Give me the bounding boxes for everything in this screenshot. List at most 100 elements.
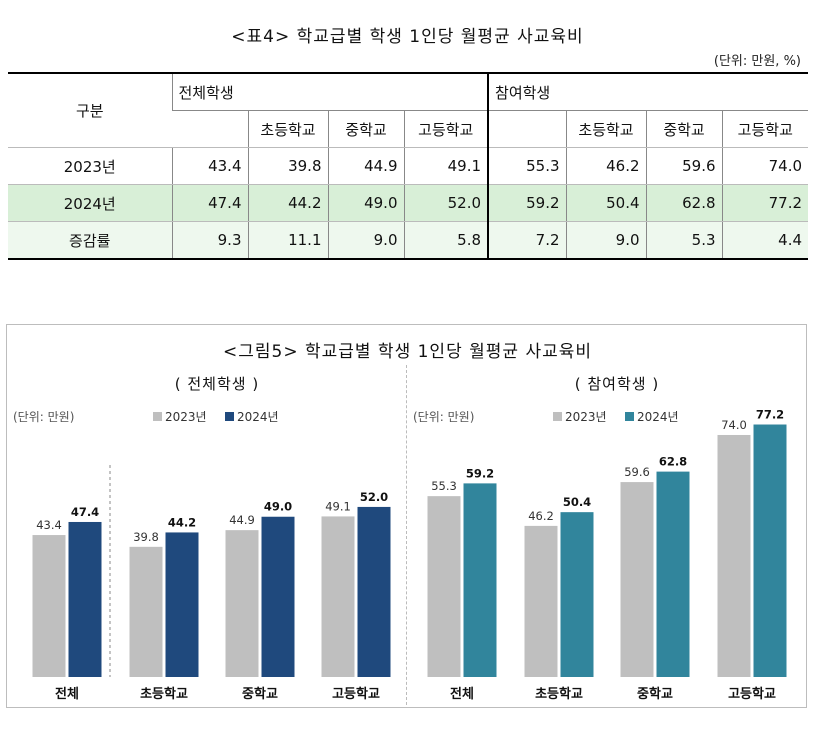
data-label: 39.8 (133, 530, 159, 544)
data-label: 77.2 (756, 408, 784, 422)
table-cell: 46.2 (565, 147, 647, 185)
table-cell: 49.1 (403, 147, 489, 185)
bar-2023년 (129, 546, 163, 677)
table-cell: 39.8 (247, 147, 328, 185)
subheader-middle: 중학교 (327, 110, 404, 148)
table-cell: 44.9 (327, 147, 404, 185)
row-label: 2023년 (8, 147, 172, 185)
data-label: 59.2 (466, 466, 494, 480)
bar-2023년 (321, 516, 355, 677)
bar-2024년 (753, 424, 787, 677)
legend-swatch (625, 412, 634, 421)
panel-divider (406, 365, 407, 705)
data-label: 52.0 (360, 490, 388, 504)
panel-title-participating: ( 참여학생 ) (574, 375, 660, 393)
table-row-2023: 2023년 43.4 39.8 44.9 49.1 55.3 46.2 59.6… (8, 147, 809, 185)
table-cell: 77.2 (721, 184, 809, 222)
row-label: 증감률 (8, 221, 172, 260)
data-label: 55.3 (431, 479, 457, 493)
chart-all-students: (단위: 만원) 2023년 2024년 43.4 47.4 전체 39.8 44.2 초등학교… (13, 410, 391, 702)
bar-2024년 (357, 506, 391, 677)
bar-2023년 (524, 525, 558, 677)
bar-2023년 (620, 482, 654, 677)
subheader-high: 고등학교 (403, 110, 489, 148)
table-title: <표4> 학교급별 학생 1인당 월평균 사교육비 (231, 27, 584, 47)
legend-swatch (153, 412, 162, 421)
data-label: 50.4 (563, 495, 591, 509)
subheader-elementary-part: 초등학교 (565, 110, 647, 148)
category-label: 전체 (55, 686, 79, 702)
legend-label: 2023년 (165, 410, 207, 424)
table-cell: 7.2 (487, 221, 567, 260)
bar-2024년 (165, 532, 199, 677)
data-label: 46.2 (528, 509, 554, 523)
table-cell: 47.4 (171, 184, 248, 222)
table-cell: 59.6 (645, 147, 723, 185)
bar-2024년 (560, 512, 594, 677)
bar-2023년 (717, 434, 751, 677)
unit-label: (단위: 만원) (13, 410, 74, 424)
table-header-row: 구분 전체학생 참여학생 (8, 72, 809, 148)
category-label: 고등학교 (332, 686, 380, 702)
category-label: 초등학교 (535, 686, 583, 702)
table-corner-header: 구분 (8, 72, 172, 148)
data-label: 44.9 (229, 513, 255, 527)
subheader-part-total (487, 110, 567, 148)
legend-label: 2024년 (237, 410, 279, 424)
table-cell: 44.2 (247, 184, 328, 222)
subheader-middle-part: 중학교 (645, 110, 723, 148)
table-cell: 11.1 (247, 221, 328, 260)
category-label: 중학교 (242, 686, 278, 702)
table-cell: 59.2 (487, 184, 567, 222)
legend-swatch (553, 412, 562, 421)
table-cell: 5.8 (403, 221, 489, 260)
category-label: 고등학교 (728, 686, 776, 702)
category-label: 중학교 (637, 686, 673, 702)
table-row-change-rate: 증감률 9.3 11.1 9.0 5.8 7.2 9.0 5.3 4.4 (8, 221, 809, 260)
bar-2023년 (32, 535, 66, 677)
legend-label: 2023년 (565, 410, 607, 424)
table-cell: 5.3 (645, 221, 723, 260)
bar-2023년 (427, 496, 461, 677)
table-cell: 50.4 (565, 184, 647, 222)
data-label: 59.6 (624, 465, 650, 479)
table-subheader-row: 초등학교 중학교 고등학교 초등학교 중학교 고등학교 (8, 110, 809, 148)
unit-label: (단위: 만원) (413, 410, 474, 424)
table-cell: 43.4 (171, 147, 248, 185)
data-label: 44.2 (168, 515, 196, 529)
data-label: 49.0 (264, 500, 292, 514)
bar-2024년 (463, 483, 497, 677)
figure-title: <그림5> 학교급별 학생 1인당 월평균 사교육비 (222, 342, 593, 362)
category-label: 전체 (450, 686, 474, 702)
data-label: 49.1 (325, 499, 351, 513)
statistics-table: 구분 전체학생 참여학생 초등학교 중학교 고등학교 초등학교 중학교 고등학교… (8, 72, 809, 260)
table-cell: 9.0 (327, 221, 404, 260)
panel-title-all: ( 전체학생 ) (174, 375, 260, 393)
data-label: 47.4 (71, 505, 99, 519)
row-label: 2024년 (8, 184, 172, 222)
table-cell: 9.0 (565, 221, 647, 260)
subheader-elementary: 초등학교 (247, 110, 328, 148)
figure-box: <그림5> 학교급별 학생 1인당 월평균 사교육비 ( 전체학생 ) ( 참여… (6, 324, 807, 708)
group-header-participating: 참여학생 (487, 72, 809, 111)
table-cell: 4.4 (721, 221, 809, 260)
bar-2023년 (225, 530, 259, 677)
table-cell: 9.3 (171, 221, 248, 260)
bar-2024년 (68, 521, 102, 677)
data-label: 62.8 (659, 455, 687, 469)
table-cell: 55.3 (487, 147, 567, 185)
subheader-high-part: 고등학교 (721, 110, 809, 148)
legend-label: 2024년 (637, 410, 679, 424)
legend-swatch (225, 412, 234, 421)
table-cell: 49.0 (327, 184, 404, 222)
table-cell: 74.0 (721, 147, 809, 185)
bar-2024년 (261, 516, 295, 677)
data-label: 74.0 (721, 418, 747, 432)
subheader-all-total (172, 110, 248, 148)
category-label: 초등학교 (140, 686, 188, 702)
table-row-2024: 2024년 47.4 44.2 49.0 52.0 59.2 50.4 62.8… (8, 184, 809, 222)
chart-participating-students: (단위: 만원) 2023년 2024년 55.3 59.2 전체 46.2 50.4 초등학교… (413, 408, 787, 702)
table-cell: 62.8 (645, 184, 723, 222)
bar-2024년 (656, 471, 690, 677)
group-header-all: 전체학생 (171, 72, 489, 111)
